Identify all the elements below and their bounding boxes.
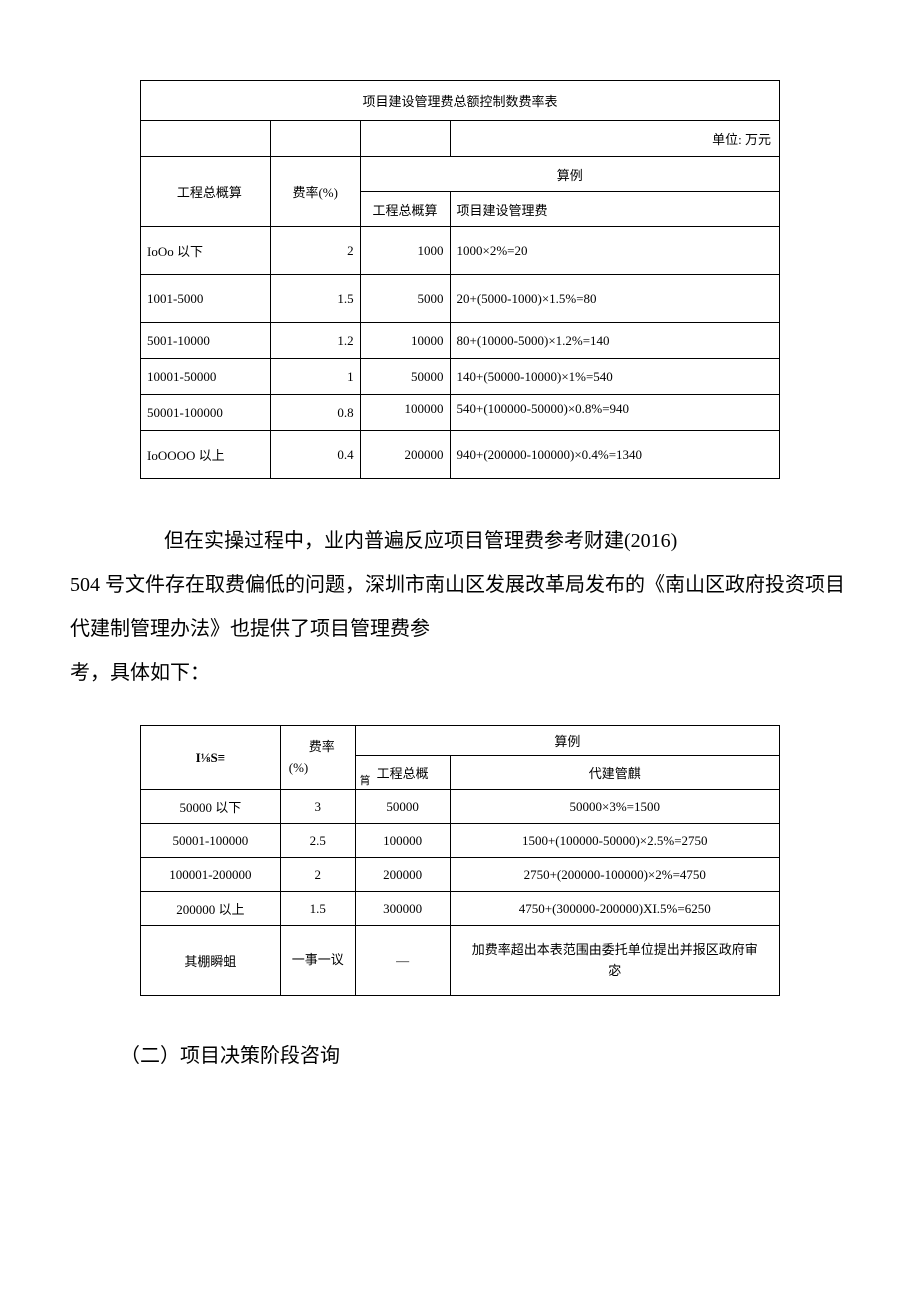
body-paragraph: 但在实操过程中，业内普遍反应项目管理费参考财建(2016) 504 号文件存在取…: [70, 519, 850, 695]
empty-cell: [360, 121, 450, 157]
table1-title: 项目建设管理费总额控制数费率表: [141, 81, 780, 121]
cell-range: 100001-200000: [141, 858, 281, 892]
table2-header-row1: I⅛S≡ 费率 (%) 算例: [141, 726, 780, 756]
cell-calc: 1500+(100000-50000)×2.5%=2750: [450, 824, 780, 858]
cell-range: 10001-50000: [141, 359, 271, 395]
cell-rate: 3: [280, 790, 355, 824]
table-row: 50001-100000 0.8 100000 540+(100000-5000…: [141, 395, 780, 431]
cell-rate: 1.5: [280, 892, 355, 926]
cell-calc: 2750+(200000-100000)×2%=4750: [450, 858, 780, 892]
table1-hdr-col3b: 项目建设管理费: [450, 192, 780, 227]
cell-range: IoOo 以下: [141, 227, 271, 275]
cell-rate: 一事一议: [280, 926, 355, 996]
table1-title-row: 项目建设管理费总额控制数费率表: [141, 81, 780, 121]
cell-calc: 140+(50000-10000)×1%=540: [450, 359, 780, 395]
table1-unit: 单位: 万元: [450, 121, 780, 157]
table-row: 100001-200000 2 200000 2750+(200000-1000…: [141, 858, 780, 892]
cell-total: 300000: [355, 892, 450, 926]
cell-total: 200000: [355, 858, 450, 892]
para-line1: 但在实操过程中，业内普遍反应项目管理费参考财建(2016): [70, 519, 850, 563]
table-row: 其棚瞬蛆 一事一议 — 加费率超出本表范围由委托单位提出并报区政府审宓: [141, 926, 780, 996]
table1-unit-row: 单位: 万元: [141, 121, 780, 157]
empty-cell: [141, 121, 271, 157]
cell-total: 50000: [360, 359, 450, 395]
para-line3: 考，具体如下：: [70, 651, 850, 695]
cell-total: —: [355, 926, 450, 996]
table-row: IoOOOO 以上 0.4 200000 940+(200000-100000)…: [141, 431, 780, 479]
cell-calc: 50000×3%=1500: [450, 790, 780, 824]
cell-total: 100000: [355, 824, 450, 858]
cell-calc: 80+(10000-5000)×1.2%=140: [450, 323, 780, 359]
table-row: 1001-5000 1.5 5000 20+(5000-1000)×1.5%=8…: [141, 275, 780, 323]
cell-range: 其棚瞬蛆: [141, 926, 281, 996]
cell-calc: 4750+(300000-200000)XI.5%=6250: [450, 892, 780, 926]
cell-rate: 2: [270, 227, 360, 275]
cell-rate: 1.5: [270, 275, 360, 323]
cell-range: IoOOOO 以上: [141, 431, 271, 479]
cell-calc: 1000×2%=20: [450, 227, 780, 275]
para-line2: 504 号文件存在取费偏低的问题，深圳市南山区发展改革局发布的《南山区政府投资项…: [70, 563, 850, 651]
cell-rate: 0.8: [270, 395, 360, 431]
table2-hdr-col2: 费率 (%): [280, 726, 355, 790]
cell-total: 200000: [360, 431, 450, 479]
cell-rate: 2.5: [280, 824, 355, 858]
cell-range: 50000 以下: [141, 790, 281, 824]
cell-calc: 加费率超出本表范围由委托单位提出并报区政府审宓: [450, 926, 780, 996]
table2-hdr-col3group: 算例: [355, 726, 779, 756]
table2-hdr-col3b: 代建管麒: [450, 756, 780, 790]
table-row: 5001-10000 1.2 10000 80+(10000-5000)×1.2…: [141, 323, 780, 359]
section-title: （二）项目决策阶段咨询: [70, 1036, 850, 1076]
cell-calc: 540+(100000-50000)×0.8%=940: [450, 395, 780, 431]
table1-hdr-col3group: 算例: [360, 157, 779, 192]
cell-calc: 940+(200000-100000)×0.4%=1340: [450, 431, 780, 479]
cell-rate: 1: [270, 359, 360, 395]
empty-cell: [270, 121, 360, 157]
cell-total: 5000: [360, 275, 450, 323]
cell-range: 50001-100000: [141, 395, 271, 431]
table1-hdr-col1: 工程总概算: [141, 157, 271, 227]
cell-total: 100000: [360, 395, 450, 431]
table2-hdr-col3a: 工程总概 筲: [355, 756, 450, 790]
cell-range: 50001-100000: [141, 824, 281, 858]
cell-calc: 20+(5000-1000)×1.5%=80: [450, 275, 780, 323]
cell-total: 10000: [360, 323, 450, 359]
table1-hdr-col3a: 工程总概算: [360, 192, 450, 227]
table1-header-row1: 工程总概算 费率(%) 算例: [141, 157, 780, 192]
cell-rate: 0.4: [270, 431, 360, 479]
cell-rate: 2: [280, 858, 355, 892]
cell-rate: 1.2: [270, 323, 360, 359]
table-row: 50001-100000 2.5 100000 1500+(100000-500…: [141, 824, 780, 858]
fee-rate-table-2: I⅛S≡ 费率 (%) 算例 工程总概 筲 代建管麒 50000 以下 3 50…: [140, 725, 780, 996]
table-row: 10001-50000 1 50000 140+(50000-10000)×1%…: [141, 359, 780, 395]
cell-range: 5001-10000: [141, 323, 271, 359]
fee-rate-table-1: 项目建设管理费总额控制数费率表 单位: 万元 工程总概算 费率(%) 算例 工程…: [140, 80, 780, 479]
table1-hdr-col2: 费率(%): [270, 157, 360, 227]
table-row: 50000 以下 3 50000 50000×3%=1500: [141, 790, 780, 824]
table-row: IoOo 以下 2 1000 1000×2%=20: [141, 227, 780, 275]
cell-range: 200000 以上: [141, 892, 281, 926]
cell-total: 50000: [355, 790, 450, 824]
table2-hdr-col1: I⅛S≡: [141, 726, 281, 790]
table-row: 200000 以上 1.5 300000 4750+(300000-200000…: [141, 892, 780, 926]
cell-total: 1000: [360, 227, 450, 275]
cell-range: 1001-5000: [141, 275, 271, 323]
